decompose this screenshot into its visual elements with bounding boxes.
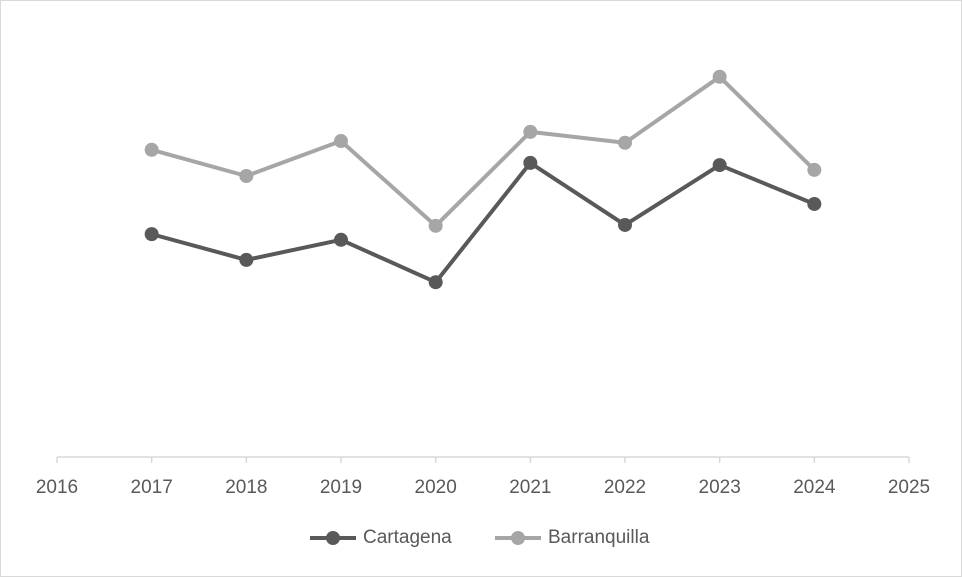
point (523, 124, 538, 139)
point (618, 135, 632, 150)
point (523, 155, 538, 170)
point (239, 252, 254, 267)
x-tick-label: 2024 (793, 477, 836, 498)
point (239, 169, 254, 184)
x-tick-label: 2016 (36, 477, 78, 498)
x-tick-label: 2025 (888, 477, 930, 498)
point (144, 142, 159, 157)
series-line (151, 74, 816, 228)
legend-label: Barranquilla (548, 527, 650, 548)
point (428, 218, 443, 233)
point (712, 158, 727, 173)
legend-marker (326, 531, 340, 545)
x-tick-label: 2020 (415, 477, 457, 498)
point (618, 217, 632, 232)
series-line (151, 160, 816, 285)
x-tick-label: 2021 (509, 477, 551, 498)
x-tick-label: 2019 (320, 477, 362, 498)
point (428, 275, 443, 290)
x-tick-label: 2022 (604, 477, 646, 498)
x-tick-label: 2018 (225, 477, 267, 498)
point (712, 69, 727, 84)
point (334, 134, 348, 149)
point (807, 162, 822, 177)
legend-label: Cartagena (363, 527, 452, 548)
point (807, 196, 822, 211)
legend-marker (511, 531, 525, 545)
point (334, 232, 348, 247)
point (144, 227, 159, 242)
x-tick-label: 2017 (131, 477, 173, 498)
x-tick-label: 2023 (699, 477, 741, 498)
